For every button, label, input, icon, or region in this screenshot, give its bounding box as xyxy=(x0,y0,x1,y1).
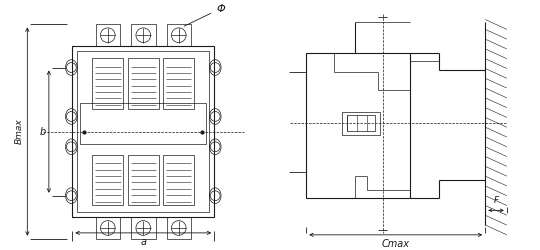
Bar xyxy=(163,58,194,108)
Bar xyxy=(92,58,124,108)
Bar xyxy=(92,154,124,206)
Text: Φ: Φ xyxy=(184,4,225,26)
Text: Cmax: Cmax xyxy=(382,239,410,249)
Bar xyxy=(77,51,210,212)
Bar xyxy=(72,46,214,217)
Text: b: b xyxy=(40,126,46,136)
Text: F: F xyxy=(494,196,498,204)
Bar xyxy=(96,24,120,46)
Bar xyxy=(80,103,206,144)
Bar xyxy=(166,24,191,46)
Text: Bmax: Bmax xyxy=(15,119,24,144)
Bar xyxy=(166,217,191,239)
Text: a: a xyxy=(140,237,146,247)
Bar xyxy=(96,217,120,239)
Bar xyxy=(127,154,159,206)
Bar xyxy=(163,154,194,206)
Bar xyxy=(347,116,375,131)
Bar xyxy=(342,112,380,135)
Bar xyxy=(131,24,156,46)
Bar xyxy=(127,58,159,108)
Bar xyxy=(131,217,156,239)
